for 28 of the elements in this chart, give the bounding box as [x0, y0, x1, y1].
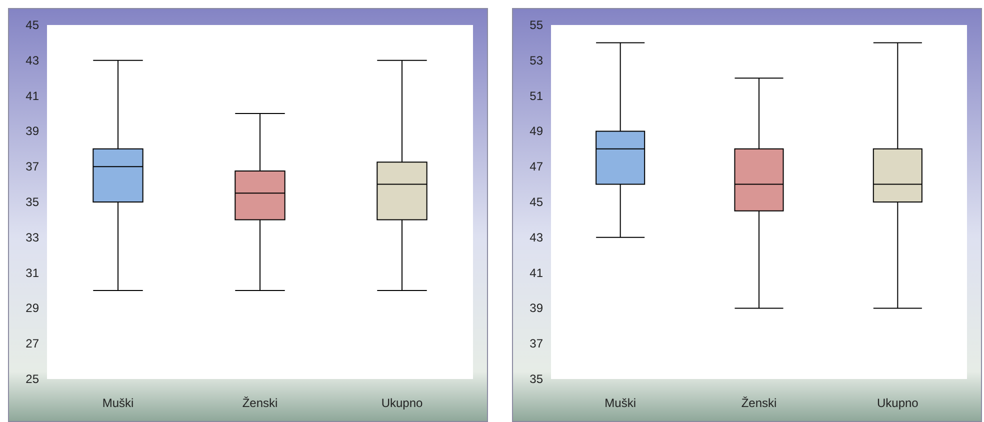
y-tick-label: 49 — [530, 124, 544, 138]
x-tick-label: Ukupno — [381, 396, 423, 410]
y-tick-label: 35 — [26, 195, 40, 209]
x-tick-label: Ženski — [242, 396, 278, 410]
x-tick-label: Ukupno — [876, 396, 919, 410]
y-tick-label: 43 — [530, 230, 544, 244]
y-tick-label: 39 — [530, 301, 544, 316]
y-tick-label: 31 — [26, 266, 40, 280]
y-tick-label: 37 — [530, 336, 544, 351]
y-tick-label: 43 — [26, 53, 40, 68]
y-tick-label: 41 — [530, 266, 544, 280]
y-tick-label: 41 — [26, 88, 40, 103]
y-tick-label: 45 — [26, 18, 40, 32]
x-tick-label: Ženski — [741, 396, 777, 410]
y-tick-label: 39 — [26, 124, 40, 138]
x-tick-label: Muški — [102, 396, 134, 410]
y-tick-label: 25 — [26, 372, 40, 386]
y-tick-label: 27 — [26, 336, 40, 351]
y-tick-label: 51 — [530, 88, 544, 103]
y-tick-label: 37 — [26, 160, 40, 174]
y-tick-label: 47 — [530, 160, 544, 174]
y-tick-label: 55 — [530, 18, 544, 32]
y-tick-label: 33 — [26, 230, 40, 244]
y-tick-label: 53 — [530, 53, 544, 68]
y-tick-label: 45 — [530, 195, 544, 209]
x-tick-label: Muški — [604, 396, 636, 410]
y-tick-label: 35 — [530, 372, 544, 386]
y-tick-label: 29 — [26, 301, 40, 316]
